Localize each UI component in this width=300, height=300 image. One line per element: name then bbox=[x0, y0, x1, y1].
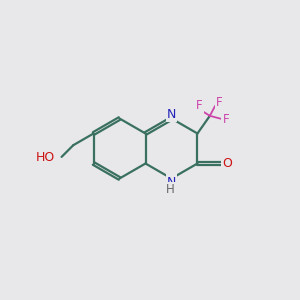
Text: F: F bbox=[216, 96, 222, 109]
Text: N: N bbox=[167, 176, 176, 189]
Text: F: F bbox=[196, 99, 203, 112]
Text: HO: HO bbox=[36, 151, 55, 164]
Text: F: F bbox=[223, 113, 229, 126]
Text: O: O bbox=[222, 157, 232, 170]
Text: N: N bbox=[167, 108, 176, 121]
Text: H: H bbox=[166, 183, 175, 196]
